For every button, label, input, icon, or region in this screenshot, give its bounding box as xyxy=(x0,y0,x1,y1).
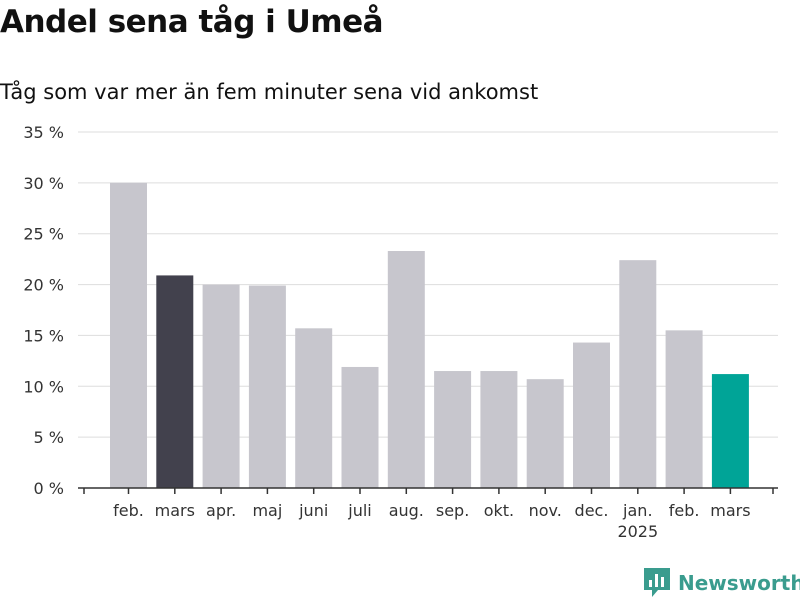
x-tick-label: mars xyxy=(710,501,750,520)
chart-title: Andel sena tåg i Umeå xyxy=(0,4,384,40)
bar-7 xyxy=(387,251,425,488)
newsworthy-logo-icon xyxy=(644,568,670,597)
bar-6 xyxy=(341,366,379,488)
bar-12 xyxy=(619,260,657,488)
x-tick-label: dec. xyxy=(575,501,609,520)
bar-14 xyxy=(711,374,749,488)
x-tick-label: apr. xyxy=(206,501,236,520)
y-axis-ticks: 0 % 5 % 10 % 15 % 20 % 25 % 30 % 35 % xyxy=(23,123,64,498)
gridlines xyxy=(78,131,778,438)
x-tick-label: feb. xyxy=(669,501,700,520)
x-tick-label: aug. xyxy=(389,501,424,520)
x-axis xyxy=(78,487,778,494)
bar-4 xyxy=(248,285,286,488)
bar-8 xyxy=(434,371,472,488)
x-tick-label: okt. xyxy=(484,501,514,520)
bar-10 xyxy=(526,379,564,488)
y-tick-label: 5 % xyxy=(34,428,64,447)
x-tick-label: juli xyxy=(347,501,371,520)
y-tick-label: 25 % xyxy=(23,225,64,244)
x-tick-label: maj xyxy=(252,501,282,520)
bar-5 xyxy=(295,328,333,488)
y-tick-label: 20 % xyxy=(23,276,64,295)
chart-subtitle: Tåg som var mer än fem minuter sena vid … xyxy=(0,80,539,104)
bar-2 xyxy=(156,275,194,488)
y-tick-label: 10 % xyxy=(23,377,64,396)
y-tick-label: 15 % xyxy=(23,326,64,345)
bars xyxy=(110,182,749,488)
brand-name: Newsworthy xyxy=(678,571,800,595)
newsworthy-logo: Newsworthy xyxy=(644,568,800,598)
x-tick-label: sep. xyxy=(436,501,469,520)
bar-1 xyxy=(110,182,147,488)
x-tick-label: nov. xyxy=(529,501,562,520)
x-tick-label: jan. xyxy=(622,501,652,520)
x-tick-year-label: 2025 xyxy=(617,522,658,541)
y-tick-label: 35 % xyxy=(23,123,64,142)
y-tick-label: 0 % xyxy=(34,479,64,498)
bar-11 xyxy=(573,342,610,488)
x-tick-label: juni xyxy=(298,501,328,520)
bar-chart: 0 %5 %10 %15 %20 %25 %30 %35 % feb. mars a… xyxy=(23,123,778,541)
bar-3 xyxy=(202,284,240,488)
bar-9 xyxy=(480,371,518,488)
x-axis-ticks: feb. mars apr. maj juni juli aug. sep. okt. nov. d… xyxy=(113,501,750,541)
x-tick-label: mars xyxy=(155,501,195,520)
x-tick-label: feb. xyxy=(113,501,144,520)
y-tick-label: 30 % xyxy=(23,174,64,193)
bar-13 xyxy=(665,330,703,488)
